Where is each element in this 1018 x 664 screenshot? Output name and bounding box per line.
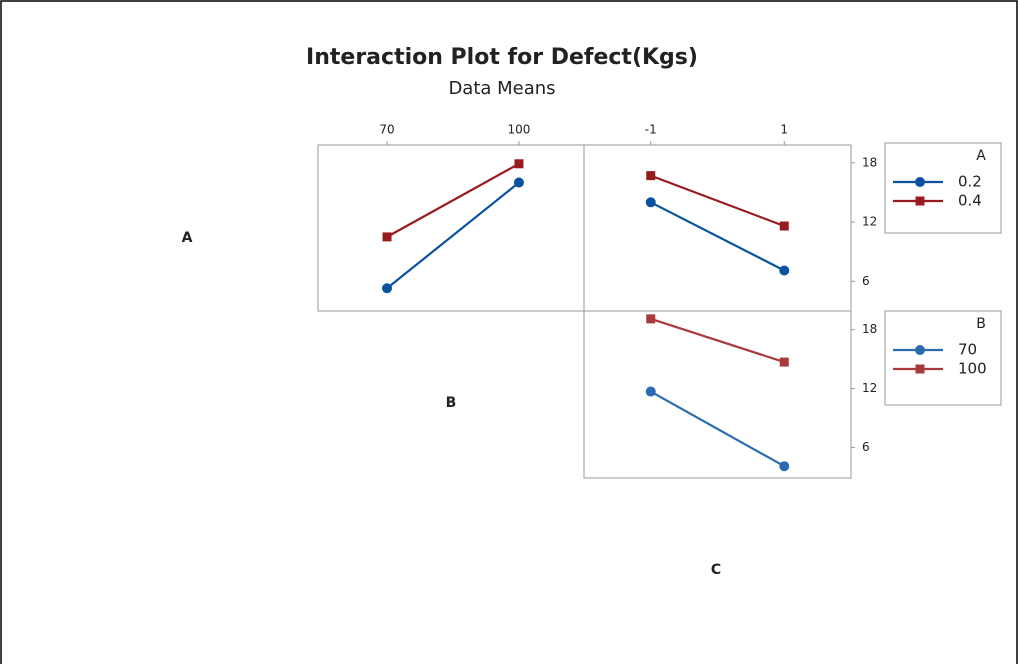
panel [583, 310, 852, 479]
point [513, 177, 524, 188]
legend-label: 0.4 [958, 192, 982, 210]
series-line [650, 174, 785, 228]
legend-label: 70 [958, 341, 977, 359]
series-line [386, 162, 520, 238]
y-tick-label: 18 [862, 322, 877, 336]
x-tick-label: 70 [379, 123, 394, 137]
x-tick-label: -1 [645, 123, 657, 137]
y-tick-label: 6 [862, 440, 870, 454]
point [645, 197, 656, 208]
x-tick-label: 1 [780, 123, 788, 137]
series-line [650, 317, 785, 364]
point [646, 171, 656, 181]
y-tick-label: 12 [862, 381, 877, 395]
factor-label: C [711, 562, 721, 578]
point [779, 357, 789, 367]
legend [884, 142, 1002, 234]
chart-subtitle: Data Means [448, 78, 555, 99]
series-line [650, 390, 785, 468]
legend-title: A [976, 148, 986, 164]
series-line [650, 201, 785, 272]
point [514, 159, 524, 169]
legend-label: 100 [958, 360, 987, 378]
point [382, 283, 393, 294]
point [646, 314, 656, 324]
point [779, 265, 790, 276]
factor-label: A [182, 230, 193, 246]
series-line [386, 181, 520, 290]
legend-label: 0.2 [958, 173, 982, 191]
point [382, 232, 392, 242]
y-tick-label: 12 [862, 215, 877, 229]
point [779, 221, 789, 231]
factor-label: B [446, 395, 457, 411]
x-tick-label: 100 [507, 123, 530, 137]
legend-marker [915, 364, 925, 374]
y-tick-label: 6 [862, 274, 870, 288]
legend-marker [915, 345, 925, 355]
legend [884, 310, 1002, 406]
point [779, 461, 790, 472]
point [645, 386, 656, 397]
legend-title: B [976, 316, 986, 332]
legend-marker [915, 196, 925, 206]
chart-title: Interaction Plot for Defect(Kgs) [306, 45, 698, 70]
y-tick-label: 18 [862, 155, 877, 169]
legend-marker [915, 177, 925, 187]
